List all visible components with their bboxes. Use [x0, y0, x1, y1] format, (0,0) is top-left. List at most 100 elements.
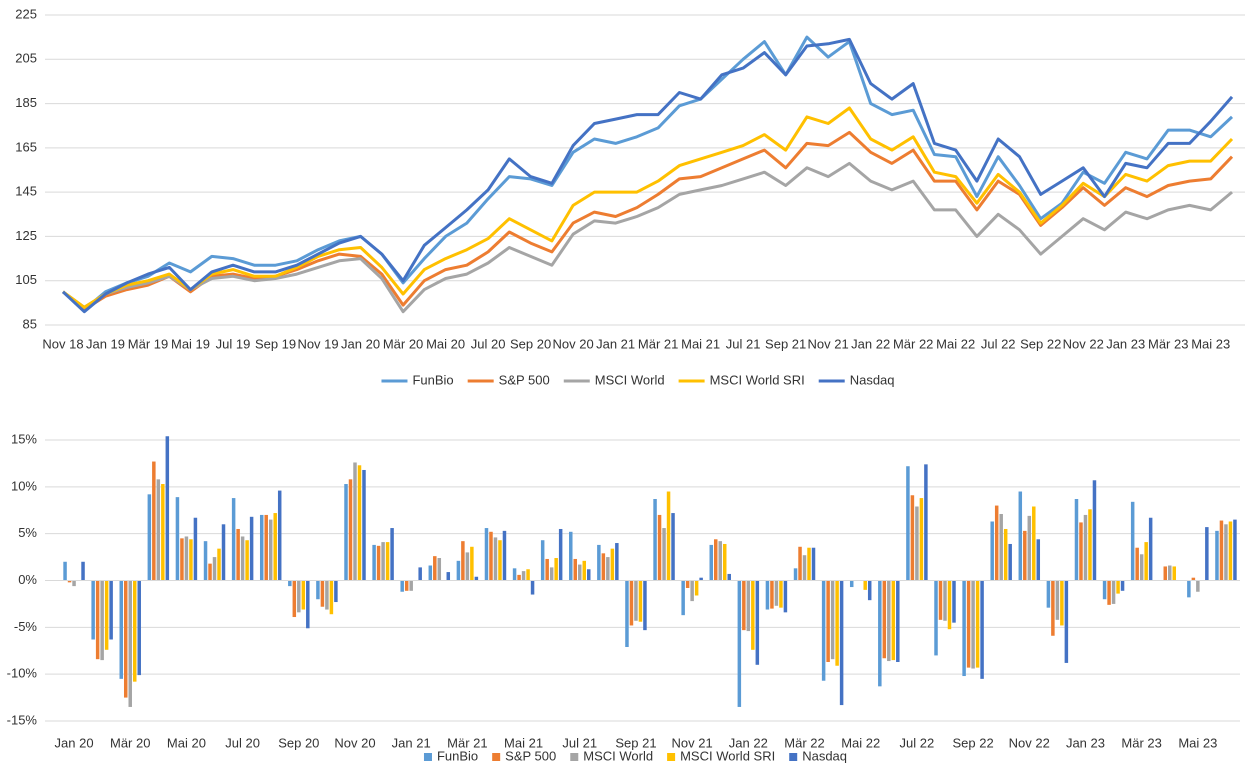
bar — [811, 547, 816, 581]
x-tick-label: Mär 23 — [1121, 735, 1161, 750]
bar — [344, 484, 348, 581]
bar — [404, 580, 409, 591]
bar — [362, 469, 366, 581]
y-tick-label: 105 — [15, 272, 37, 287]
bar — [489, 531, 493, 581]
bar — [152, 461, 156, 581]
bar — [867, 580, 872, 601]
bar — [484, 528, 489, 581]
bar — [95, 580, 100, 660]
bar — [1083, 514, 1088, 581]
bar — [924, 464, 928, 581]
bar — [1008, 543, 1012, 581]
bar — [578, 564, 582, 581]
bar — [835, 580, 839, 666]
bar — [493, 537, 498, 581]
bar — [329, 580, 334, 615]
bar — [755, 580, 760, 665]
bar — [610, 548, 615, 581]
bar — [601, 553, 606, 581]
bar — [722, 543, 727, 581]
bar — [67, 580, 72, 583]
legend-swatch — [423, 753, 432, 761]
bar — [123, 580, 128, 698]
bar — [189, 539, 193, 581]
bar — [634, 580, 638, 621]
bar — [1224, 524, 1228, 581]
bar — [1074, 499, 1079, 581]
bar — [746, 580, 751, 632]
bar — [348, 479, 353, 581]
legend-label: S&P 500 — [505, 748, 556, 763]
bar — [409, 580, 413, 591]
x-tick-label: Jan 22 — [729, 735, 768, 750]
bar — [385, 542, 390, 581]
bar — [1102, 580, 1107, 600]
bar — [165, 436, 170, 581]
bar — [653, 499, 657, 581]
bar — [1130, 501, 1135, 581]
x-tick-label: Jan 23 — [1066, 735, 1105, 750]
line-series — [62, 106, 1234, 309]
bar — [156, 479, 161, 581]
bar — [1163, 566, 1168, 581]
legend-label: Nasdaq — [802, 748, 847, 763]
bar — [91, 580, 95, 640]
bar — [316, 580, 320, 600]
x-tick-label: Mär 22 — [784, 735, 824, 750]
x-tick-label: Jul 21 — [562, 735, 597, 750]
bar — [100, 580, 104, 661]
y-tick-label: 165 — [15, 139, 37, 154]
x-tick-label: Sep 21 — [615, 735, 656, 750]
bar — [807, 547, 811, 581]
bar — [212, 557, 217, 581]
bar — [184, 536, 189, 581]
bar — [259, 514, 264, 581]
bar — [966, 580, 971, 668]
bar — [428, 565, 433, 581]
line-series — [62, 130, 1234, 311]
bar — [132, 580, 137, 682]
bar — [558, 528, 563, 581]
x-tick-label: Jan 21 — [596, 336, 635, 351]
y-tick-label: 125 — [15, 228, 37, 243]
bar — [1168, 565, 1172, 581]
x-tick-label: Mär 22 — [893, 336, 933, 351]
bar — [971, 580, 975, 669]
bar — [109, 580, 113, 640]
bar — [582, 560, 587, 581]
bar — [217, 548, 221, 581]
bar — [521, 571, 526, 581]
bar — [671, 513, 675, 581]
bar — [709, 544, 713, 581]
bar — [891, 580, 896, 661]
bar — [1144, 542, 1148, 581]
bar — [470, 546, 474, 581]
x-tick-label: Jan 20 — [55, 735, 94, 750]
y-tick-label: 85 — [23, 316, 37, 331]
bar — [830, 580, 835, 660]
bar — [245, 540, 249, 581]
bar — [975, 580, 980, 668]
legend-label: MSCI World SRI — [710, 372, 805, 387]
bar — [437, 558, 442, 581]
x-tick-label: Jan 22 — [851, 336, 890, 351]
x-tick-label: Mär 20 — [110, 735, 150, 750]
bar — [1032, 506, 1036, 581]
bar — [301, 580, 306, 610]
bar — [863, 580, 867, 590]
bar — [203, 541, 208, 581]
x-tick-label: Mai 22 — [936, 336, 975, 351]
bar — [1148, 517, 1153, 581]
bar — [264, 514, 268, 581]
x-tick-label: Nov 20 — [334, 735, 375, 750]
x-tick-label: Sep 19 — [255, 336, 296, 351]
bar — [400, 580, 404, 592]
y-tick-label: -10% — [7, 666, 38, 681]
bar — [1107, 580, 1111, 605]
legend-swatch — [667, 753, 676, 761]
x-tick-label: Sep 22 — [1020, 336, 1061, 351]
bar — [615, 543, 619, 581]
bar — [208, 563, 212, 581]
bar — [433, 556, 437, 581]
